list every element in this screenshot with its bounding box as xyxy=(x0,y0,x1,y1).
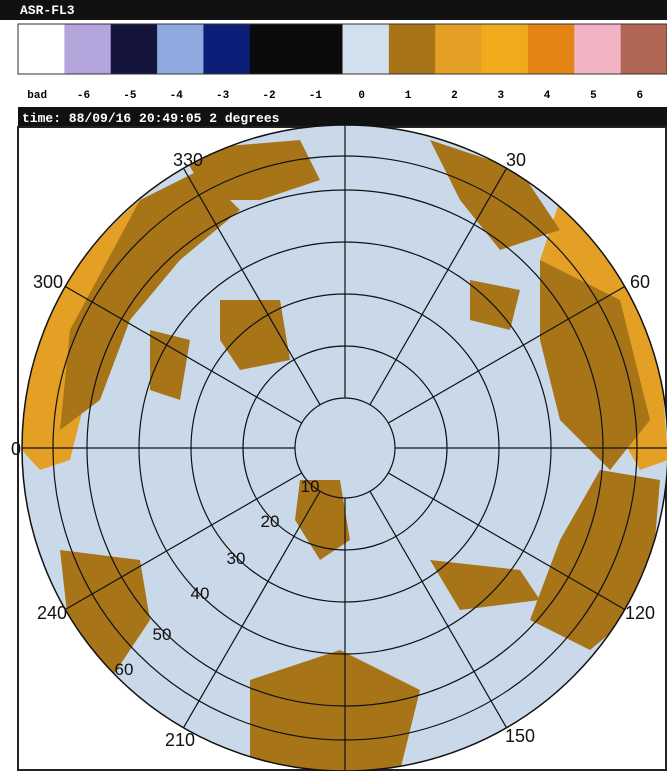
range-label: 60 xyxy=(115,660,134,679)
status-text: time: 88/09/16 20:49:05 2 degrees xyxy=(22,111,280,126)
legend-swatch xyxy=(388,24,436,74)
echo-patches xyxy=(22,140,667,771)
azimuth-label: 330 xyxy=(173,150,203,170)
azimuth-label: 60 xyxy=(630,272,650,292)
spoke xyxy=(64,285,302,424)
spoke xyxy=(369,167,508,405)
legend-swatch xyxy=(527,24,575,74)
azimuth-label: 120 xyxy=(625,603,655,623)
title: ASR-FL3 xyxy=(20,3,75,18)
legend-label: 2 xyxy=(451,90,458,102)
range-label: 50 xyxy=(153,625,172,644)
legend-label: -3 xyxy=(216,90,230,102)
azimuth-label: 210 xyxy=(165,730,195,750)
legend-swatch xyxy=(296,24,343,74)
azimuth-label: 30 xyxy=(506,150,526,170)
legend-swatch xyxy=(620,24,667,74)
legend-swatch xyxy=(203,24,251,74)
radar-disk xyxy=(22,125,667,771)
legend-label: 3 xyxy=(497,90,504,102)
legend-swatch xyxy=(18,24,65,74)
legend-label: -2 xyxy=(262,90,275,102)
color-legend: bad -6 -5 -4 -3 -2 -1 0 1 2 3 4 5 6 xyxy=(17,23,667,102)
azimuth-label: 300 xyxy=(33,272,63,292)
legend-label: bad xyxy=(27,90,47,102)
azimuth-label: 240 xyxy=(37,603,67,623)
legend-label: -5 xyxy=(123,90,137,102)
legend-frame xyxy=(17,23,667,75)
spoke xyxy=(64,472,302,611)
legend-swatch xyxy=(64,24,112,74)
legend-swatch xyxy=(249,24,297,74)
range-label: 20 xyxy=(261,512,280,531)
legend-label: 6 xyxy=(637,90,644,102)
legend-label: 1 xyxy=(405,90,412,102)
legend-swatch xyxy=(435,24,483,74)
legend-swatch xyxy=(574,24,622,74)
legend-label: -1 xyxy=(309,90,323,102)
range-label: 40 xyxy=(191,584,210,603)
spoke xyxy=(388,285,626,424)
spoke xyxy=(369,491,508,729)
status-bar xyxy=(18,107,667,127)
plot-labels: 330 30 300 60 0 240 120 210 150 10 20 30 40 50 60 xyxy=(11,150,655,750)
range-label: 30 xyxy=(227,549,246,568)
legend-label: 4 xyxy=(544,90,551,102)
legend-swatch xyxy=(342,24,390,74)
polar-grid xyxy=(21,124,667,771)
legend-swatch xyxy=(481,24,529,74)
legend-swatch xyxy=(110,24,158,74)
legend-label: -6 xyxy=(77,90,90,102)
legend-label: 0 xyxy=(358,90,365,102)
legend-label: -4 xyxy=(170,90,184,102)
spoke xyxy=(388,472,626,611)
title-bar xyxy=(0,0,667,20)
spoke xyxy=(182,491,321,729)
azimuth-label: 0 xyxy=(11,439,21,459)
legend-label: 5 xyxy=(590,90,597,102)
spoke xyxy=(182,167,321,405)
azimuth-label: 150 xyxy=(505,726,535,746)
range-label: 10 xyxy=(301,477,320,496)
legend-swatch xyxy=(157,24,204,74)
